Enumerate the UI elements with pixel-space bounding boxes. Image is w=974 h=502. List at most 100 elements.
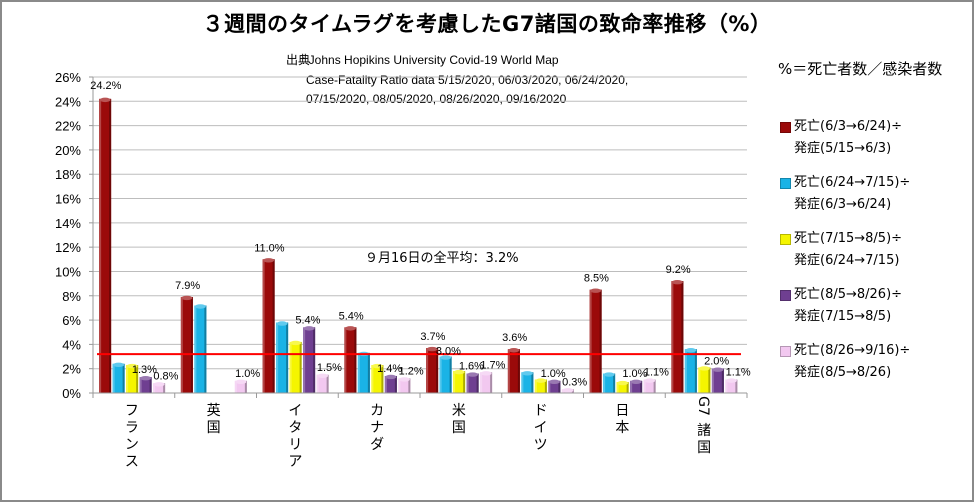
bar — [466, 373, 479, 393]
data-label: 1.3% — [132, 364, 157, 376]
x-category-char: ン — [125, 437, 139, 453]
bar-shadow — [436, 348, 439, 393]
bar-shadow — [190, 296, 193, 393]
source-line-2: Case-Fatality Ratio data 5/15/2020, 06/0… — [306, 72, 629, 87]
x-category-label: 日本 — [615, 403, 629, 436]
x-category-char: 国 — [452, 420, 466, 436]
bar — [630, 380, 643, 393]
legend-label-line2: 発症(6/3→6/24) — [794, 197, 892, 212]
bar-cap — [140, 376, 152, 381]
bars — [99, 97, 738, 393]
bar-cap — [698, 366, 710, 371]
x-category-char: 英 — [207, 402, 221, 419]
y-tick-label: 6% — [62, 313, 81, 328]
bar-cap — [535, 378, 547, 383]
data-label: 1.1% — [726, 367, 751, 379]
data-label: 2.0% — [704, 356, 729, 368]
bar — [480, 372, 493, 393]
bar — [344, 327, 357, 393]
source-note: 出典 : Johns Hopikins University Covid-19 … — [286, 51, 629, 110]
bar — [643, 379, 656, 393]
bar-cap — [590, 288, 602, 293]
bar-highlight — [548, 380, 551, 393]
bar-cap — [480, 371, 492, 376]
data-label: 9.2% — [666, 264, 691, 276]
bar-highlight — [439, 356, 442, 393]
data-label: 1.0% — [622, 368, 647, 380]
bar-shadow — [136, 365, 139, 393]
bar — [616, 382, 629, 393]
legend-label-line2: 発症(5/15→6/3) — [794, 141, 892, 156]
x-category-char: イ — [534, 420, 548, 436]
data-label: 5.4% — [295, 314, 320, 326]
data-label: 1.7% — [480, 359, 505, 371]
bar-highlight — [289, 341, 292, 393]
data-label: 5.4% — [339, 310, 364, 322]
data-label: 7.9% — [175, 280, 200, 292]
bar-highlight — [616, 382, 619, 393]
bar — [671, 281, 684, 393]
y-tick-label: 20% — [55, 143, 81, 158]
bar-shadow — [381, 365, 384, 393]
x-category-label: カナダ — [370, 403, 384, 453]
bar — [725, 379, 738, 393]
bar — [384, 375, 397, 393]
bar-highlight — [99, 98, 102, 393]
bar — [357, 352, 370, 393]
data-label: 3.7% — [420, 331, 445, 343]
bar-cap — [290, 340, 302, 346]
bar — [371, 365, 384, 393]
bar-highlight — [534, 379, 537, 393]
bar-highlight — [153, 383, 156, 393]
bar — [521, 372, 534, 393]
legend-swatch — [780, 234, 791, 245]
data-label: 1.6% — [459, 361, 484, 373]
bar-shadow — [544, 379, 547, 393]
y-tick-label: 2% — [62, 362, 81, 377]
bar-shadow — [476, 373, 479, 393]
bar-shadow — [517, 349, 520, 393]
bar-shadow — [708, 367, 711, 393]
bar-shadow — [721, 368, 724, 393]
data-label: 0.8% — [153, 370, 178, 382]
bar-highlight — [112, 363, 115, 393]
data-label: 8.5% — [584, 273, 609, 285]
x-category-char: 日 — [615, 403, 629, 419]
x-category-char: ア — [288, 454, 302, 470]
x-category-char: カ — [370, 403, 384, 419]
data-label: 3.6% — [502, 332, 527, 344]
bar-highlight — [725, 379, 728, 393]
bar-shadow — [490, 372, 493, 393]
bar-cap — [562, 388, 574, 393]
bar-cap — [440, 355, 452, 360]
x-category-char: 諸 — [697, 423, 711, 439]
bar-shadow — [463, 371, 466, 393]
bar — [589, 289, 602, 393]
x-category-char: 米 — [452, 403, 466, 419]
y-tick-label: 8% — [62, 289, 81, 304]
y-axis: 0% 2% 4% 6% 8% 10% 12% 14% 16% 18% 20% 22% 24% 26% — [55, 70, 94, 401]
bar-highlight — [643, 379, 646, 393]
x-category-label: 英国 — [207, 402, 221, 436]
y-tick-label: 10% — [55, 264, 81, 279]
bar-cap — [194, 304, 206, 309]
bar-cap — [371, 363, 383, 369]
bar-cap — [126, 363, 138, 369]
legend-label-line1: 死亡(7/15→8/5)÷ — [794, 231, 903, 246]
bar-cap — [276, 321, 288, 326]
bar-shadow — [681, 281, 684, 393]
bar — [276, 322, 289, 393]
x-category-char: リ — [288, 437, 302, 453]
data-label: 11.0% — [254, 242, 285, 254]
bar-cap — [453, 369, 465, 375]
bar-highlight — [603, 373, 606, 393]
bar — [234, 380, 247, 393]
bar-shadow — [394, 375, 397, 393]
bar — [698, 367, 711, 393]
bar-shadow — [531, 372, 534, 393]
data-label: 3.0% — [436, 346, 461, 358]
bar-highlight — [453, 371, 456, 393]
bar-cap — [725, 378, 737, 383]
